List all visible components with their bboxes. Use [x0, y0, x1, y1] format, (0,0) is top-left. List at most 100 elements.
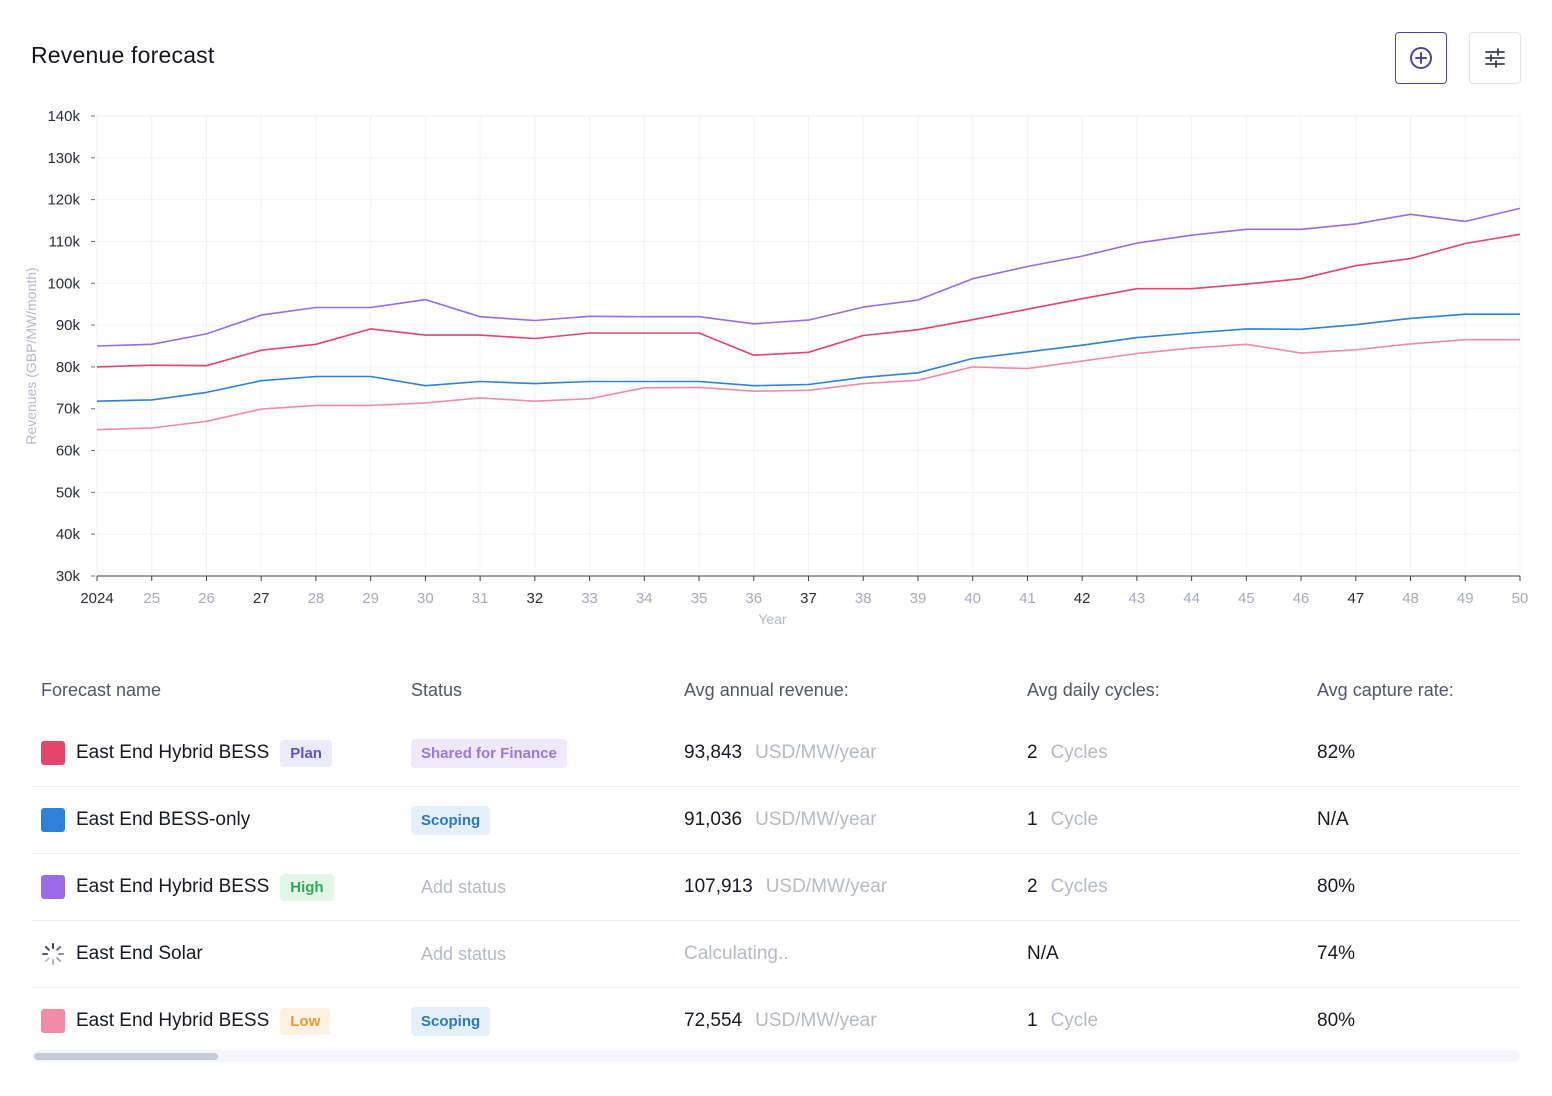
- series-color-swatch: [41, 808, 65, 832]
- x-tick-label: 28: [308, 590, 325, 607]
- x-tick-label: 49: [1457, 590, 1474, 607]
- header-forecast-name: Forecast name: [41, 680, 162, 700]
- avg-cycles-unit: Cycle: [1050, 1010, 1099, 1031]
- avg-cycles-value: N/A: [1027, 943, 1059, 964]
- x-tick-label: 42: [1074, 590, 1091, 607]
- avg-cycles-unit: Cycle: [1050, 809, 1099, 830]
- add-forecast-button[interactable]: [1395, 32, 1447, 84]
- y-tick-label: 50k: [56, 484, 81, 501]
- status-badge[interactable]: Scoping: [411, 805, 491, 835]
- table-row[interactable]: East End Solar Add status Calculating.. …: [32, 921, 1520, 988]
- series-color-swatch: [41, 741, 65, 765]
- series-line-hybrid_plan: [96, 233, 1521, 368]
- x-tick-label: 34: [636, 590, 653, 607]
- avg-revenue-calculating: Calculating..: [684, 943, 789, 964]
- horizontal-scrollbar[interactable]: [32, 1050, 1520, 1062]
- y-tick-label: 100k: [47, 275, 80, 292]
- x-tick-label: 48: [1402, 590, 1419, 607]
- x-tick-label: 30: [417, 590, 434, 607]
- x-tick-label: 27: [253, 590, 270, 607]
- plus-circle-icon: [1410, 47, 1432, 69]
- add-status-button[interactable]: Add status: [421, 943, 507, 964]
- scenario-tag: Plan: [280, 739, 332, 767]
- scrollbar-thumb[interactable]: [34, 1053, 218, 1060]
- scenario-tag: Low: [280, 1007, 331, 1035]
- avg-revenue-unit: USD/MW/year: [755, 809, 877, 830]
- table-header: Forecast name Status Avg annual revenue:…: [32, 660, 1520, 720]
- x-tick-label: 43: [1129, 590, 1146, 607]
- table-row[interactable]: East End BESS-only Scoping 91,036 USD/MW…: [32, 787, 1520, 854]
- x-tick-label: 38: [855, 590, 872, 607]
- y-tick-label: 130k: [47, 150, 80, 167]
- forecast-table: Forecast name Status Avg annual revenue:…: [32, 660, 1520, 1054]
- x-tick-label: 36: [745, 590, 762, 607]
- forecast-name: East End Solar: [76, 943, 203, 964]
- forecast-name: East End Hybrid BESS: [76, 876, 270, 897]
- header-avg-revenue: Avg annual revenue:: [684, 680, 849, 700]
- avg-cycles-value: 2: [1027, 876, 1038, 897]
- y-tick-label: 90k: [56, 317, 81, 334]
- x-tick-label: 37: [800, 590, 817, 607]
- avg-cycles-value: 1: [1027, 809, 1038, 830]
- avg-revenue-value: 91,036: [684, 809, 743, 830]
- x-tick-label: 33: [581, 590, 598, 607]
- x-tick-label: 41: [1019, 590, 1036, 607]
- status-badge[interactable]: Scoping: [411, 1006, 491, 1036]
- x-tick-label: 44: [1183, 590, 1200, 607]
- header-avg-cycles: Avg daily cycles:: [1027, 680, 1160, 700]
- avg-revenue-unit: USD/MW/year: [755, 742, 877, 763]
- y-tick-label: 60k: [56, 443, 81, 460]
- series-line-bess_only: [96, 313, 1520, 402]
- avg-revenue-value: 72,554: [684, 1010, 743, 1031]
- x-tick-label: 29: [362, 590, 379, 607]
- x-tick-label: 45: [1238, 590, 1255, 607]
- avg-capture-value: N/A: [1317, 809, 1349, 830]
- series-color-swatch: [41, 875, 65, 899]
- header-status: Status: [411, 680, 463, 700]
- series-line-hybrid_low: [96, 338, 1520, 431]
- x-axis-title: Year: [758, 611, 787, 627]
- table-row[interactable]: East End Hybrid BESS High Add status 107…: [32, 854, 1520, 921]
- avg-revenue-value: 107,913: [684, 876, 753, 897]
- x-tick-label: 2024: [80, 590, 113, 607]
- x-tick-label: 32: [527, 590, 544, 607]
- add-status-button[interactable]: Add status: [421, 876, 507, 897]
- x-tick-label: 39: [910, 590, 927, 607]
- table-row[interactable]: East End Hybrid BESS Plan Shared for Fin…: [32, 720, 1520, 787]
- avg-cycles-value: 2: [1027, 742, 1038, 763]
- x-tick-label: 25: [143, 590, 160, 607]
- loading-spinner-icon: [42, 943, 64, 965]
- y-tick-label: 70k: [56, 401, 81, 418]
- x-tick-label: 40: [964, 590, 981, 607]
- status-badge[interactable]: Shared for Finance: [411, 738, 567, 768]
- sliders-icon: [1485, 48, 1505, 68]
- x-tick-label: 35: [691, 590, 708, 607]
- y-axis-title: Revenues (GBP/MW/month): [23, 267, 39, 444]
- avg-capture-value: 74%: [1317, 943, 1356, 964]
- x-tick-label: 31: [472, 590, 489, 607]
- avg-revenue-unit: USD/MW/year: [765, 876, 888, 897]
- series-line-hybrid_high: [96, 207, 1521, 347]
- forecast-name: East End BESS-only: [76, 809, 251, 830]
- x-tick-label: 46: [1293, 590, 1310, 607]
- y-tick-label: 110k: [49, 233, 81, 250]
- series-color-swatch: [41, 1009, 65, 1033]
- forecast-name: East End Hybrid BESS: [76, 742, 270, 763]
- x-tick-label: 47: [1347, 590, 1364, 607]
- avg-capture-value: 80%: [1317, 876, 1356, 897]
- avg-cycles-value: 1: [1027, 1010, 1038, 1031]
- avg-revenue-value: 93,843: [684, 742, 743, 763]
- y-tick-label: 40k: [56, 526, 81, 543]
- page-title: Revenue forecast: [31, 42, 215, 68]
- avg-revenue-unit: USD/MW/year: [755, 1010, 877, 1031]
- y-tick-label: 80k: [56, 359, 81, 376]
- table-row[interactable]: East End Hybrid BESS Low Scoping 72,554 …: [32, 988, 1520, 1054]
- x-tick-label: 50: [1512, 590, 1529, 607]
- avg-cycles-unit: Cycles: [1050, 876, 1108, 897]
- avg-cycles-unit: Cycles: [1050, 742, 1108, 763]
- y-tick-label: 30k: [56, 568, 81, 585]
- revenue-forecast-chart: 30k 40k 50k 60k 70k 80k 90k 100k 110k 120k 130k 140…: [23, 108, 1529, 627]
- y-tick-label: 120k: [47, 192, 80, 209]
- avg-capture-value: 80%: [1317, 1010, 1356, 1031]
- chart-settings-button[interactable]: [1469, 32, 1521, 84]
